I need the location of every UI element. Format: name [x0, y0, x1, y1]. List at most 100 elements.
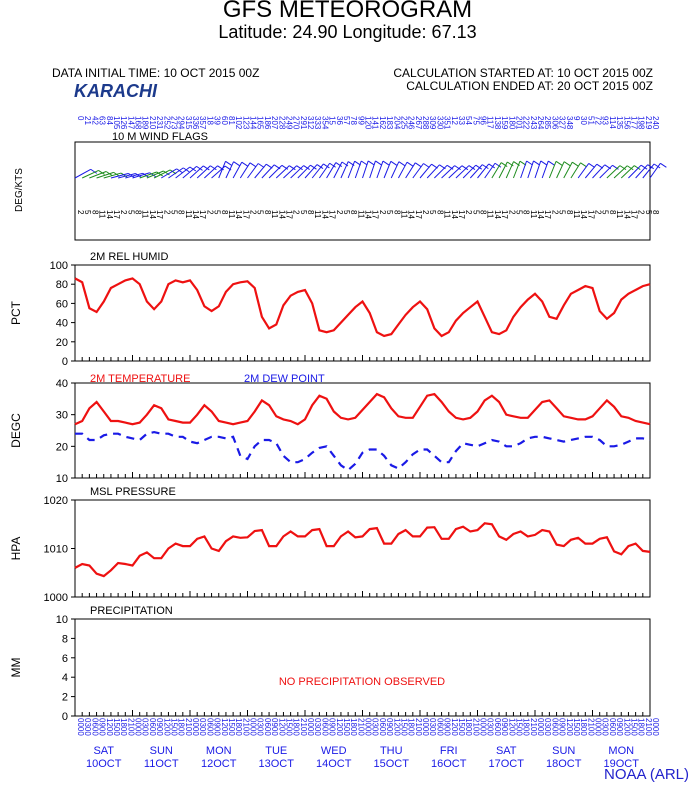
x-hour-label: 2100	[184, 718, 193, 736]
x-hour-label: 1800	[177, 718, 186, 736]
wind-speed-label: 11	[141, 210, 150, 219]
wind-speed-label: 8	[565, 210, 574, 215]
wind-barb	[397, 161, 408, 179]
x-hour-label: 1500	[112, 718, 121, 736]
wind-speed-label: 2	[335, 210, 344, 215]
wind-barb-flag	[572, 161, 579, 167]
wind-direction-label: 78	[349, 116, 358, 125]
wind-speed-label: 17	[500, 210, 509, 219]
wind-direction-label: 81	[227, 116, 236, 125]
wind-speed-label: 5	[601, 210, 610, 215]
wind-speed-label: 11	[529, 210, 538, 219]
series-line	[74, 522, 651, 578]
wind-direction-label: 162	[378, 116, 387, 130]
x-hour-label: 0000	[651, 718, 660, 736]
x-hour-label: 1800	[637, 718, 646, 736]
wind-direction-label: 249	[284, 116, 293, 130]
y-tick-label: 1000	[44, 592, 68, 604]
wind-speed-label: 8	[90, 210, 99, 215]
wind-direction-label: 141	[371, 116, 380, 130]
wind-direction-label: 306	[550, 116, 559, 130]
wind-speed-label: 5	[256, 210, 265, 215]
wind-barb	[613, 165, 628, 179]
wind-direction-label: 264	[536, 116, 545, 130]
wind-speed-label: 5	[126, 210, 135, 215]
x-hour-label: 1200	[335, 718, 344, 736]
wind-speed-label: 8	[392, 210, 401, 215]
x-hour-label: 1500	[629, 718, 638, 736]
wind-barb-flag	[468, 165, 476, 170]
x-hour-label: 0600	[90, 718, 99, 736]
y-tick-label: 80	[56, 279, 68, 291]
x-hour-label: 0900	[98, 718, 107, 736]
wind-direction-label: 183	[385, 116, 394, 130]
wind-barb	[548, 161, 557, 179]
x-hour-label: 0300	[543, 718, 552, 736]
wind-barb-flag	[289, 165, 296, 171]
wind-speed-label: 17	[241, 210, 250, 219]
x-hour-label: 1800	[119, 718, 128, 736]
wind-speed-label: 17	[414, 210, 423, 219]
x-hour-label: 0900	[385, 718, 394, 736]
wind-direction-label: 267	[414, 116, 423, 130]
x-hour-label: 2100	[414, 718, 423, 736]
wind-barb	[340, 161, 349, 179]
wind-direction-label: 207	[270, 116, 279, 130]
wind-speed-label: 8	[263, 210, 272, 215]
wind-barb-flag	[540, 160, 548, 166]
no-precip-annotation: NO PRECIPITATION OBSERVED	[279, 676, 445, 688]
wind-barb-flag	[461, 165, 469, 171]
x-hour-label: 1500	[342, 718, 351, 736]
wind-direction-label: 18	[205, 116, 214, 125]
wind-barb-flag	[310, 164, 317, 170]
x-hour-label: 2100	[586, 718, 595, 736]
x-hour-label: 1500	[457, 718, 466, 736]
wind-direction-label: 309	[428, 116, 437, 130]
day-date-label: 17OCT	[489, 758, 525, 770]
y-tick-label: 0	[62, 711, 68, 723]
wind-speed-label: 17	[328, 210, 337, 219]
x-hour-label: 0600	[320, 718, 329, 736]
wind-speed-label: 11	[184, 210, 193, 219]
wind-speed-label: 14	[277, 210, 286, 219]
wind-barb	[304, 164, 318, 179]
x-hour-label: 0900	[500, 718, 509, 736]
wind-barb	[74, 168, 92, 179]
wind-barb-flag	[210, 165, 217, 171]
wind-speed-label: 5	[385, 210, 394, 215]
wind-barb	[81, 169, 99, 179]
x-hour-label: 1200	[392, 718, 401, 736]
wind-barb	[434, 164, 448, 179]
wind-barb-flag	[128, 173, 135, 178]
x-hour-label: 1800	[464, 718, 473, 736]
wind-barb	[620, 165, 635, 179]
wind-direction-label: 180	[507, 116, 516, 130]
wind-speed-label: 11	[486, 210, 495, 219]
x-hour-label: 2100	[356, 718, 365, 736]
wind-barb	[146, 170, 164, 179]
wind-speed-label: 17	[112, 210, 121, 219]
wind-barb-flag	[323, 163, 330, 169]
wind-direction-label: 285	[543, 116, 552, 130]
wind-barb	[189, 165, 204, 179]
y-tick-label: 8	[62, 633, 68, 645]
wind-speed-label: 5	[299, 210, 308, 215]
wind-barb	[261, 164, 275, 179]
x-hour-label: 2100	[471, 718, 480, 736]
wind-direction-label: 240	[651, 116, 660, 130]
wind-speed-label: 11	[615, 210, 624, 219]
x-hour-label: 2100	[644, 718, 653, 736]
x-hour-label: 1800	[292, 718, 301, 736]
y-tick-label: 0	[62, 356, 68, 368]
wind-barb	[297, 164, 311, 179]
wind-direction-label: 357	[198, 116, 207, 130]
wind-direction-label: 315	[184, 116, 193, 130]
wind-barb	[239, 162, 251, 179]
x-hour-label: 0600	[205, 718, 214, 736]
wind-speed-label: 2	[507, 210, 516, 215]
x-hour-label: 0000	[76, 718, 85, 736]
wind-speed-label: 11	[98, 210, 107, 219]
wind-barb-flag	[257, 163, 265, 168]
wind-direction-label: 222	[522, 116, 531, 130]
x-hour-label: 0900	[443, 718, 452, 736]
